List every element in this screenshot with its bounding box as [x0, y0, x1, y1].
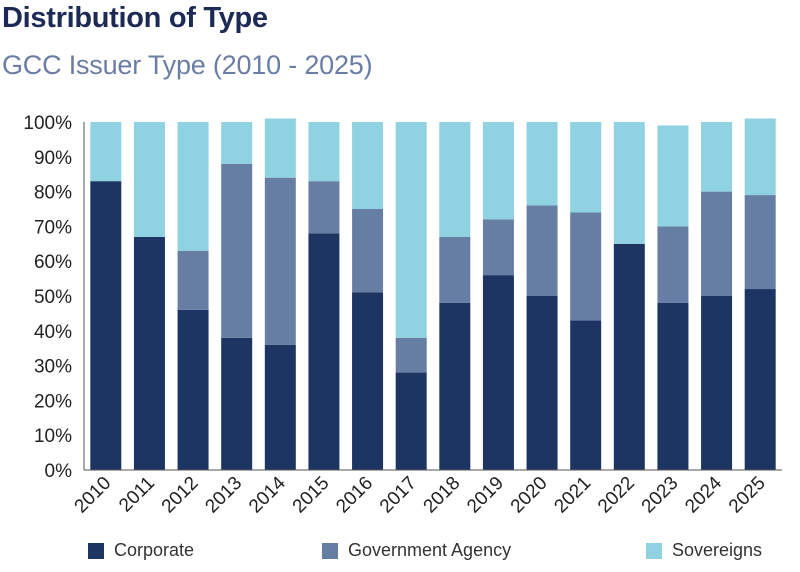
bar-corporate: [482, 275, 514, 470]
bar-corporate: [395, 372, 427, 470]
legend-item-government-agency: Government Agency: [322, 540, 511, 561]
legend-swatch-corporate: [88, 542, 104, 559]
legend-swatch-government-agency: [322, 542, 338, 559]
bar-sovereigns: [133, 122, 165, 237]
bar-corporate: [744, 289, 776, 470]
y-tick-label: 30%: [34, 357, 72, 378]
y-tick-label: 90%: [34, 148, 72, 169]
bar-sovereigns: [264, 118, 296, 178]
legend-label-corporate: Corporate: [114, 540, 195, 560]
legend-item-corporate: Corporate: [88, 540, 194, 561]
bar-sovereigns: [570, 122, 602, 213]
x-tick-label: 2024: [681, 472, 726, 517]
bar-corporate: [177, 309, 209, 470]
bar-sovereigns: [90, 122, 122, 182]
bar-corporate: [439, 302, 471, 470]
y-tick-label: 40%: [34, 322, 72, 343]
bar-corporate: [352, 292, 384, 470]
x-tick-label: 2018: [420, 473, 465, 518]
bar-corporate: [570, 320, 602, 470]
bar-government-agency: [701, 191, 733, 296]
legend-label-government-agency: Government Agency: [348, 540, 512, 560]
bar-government-agency: [482, 219, 514, 276]
x-tick-label: 2014: [245, 472, 290, 517]
bar-sovereigns: [744, 118, 776, 196]
bar-sovereigns: [613, 122, 645, 244]
chart-subtitle: GCC Issuer Type (2010 - 2025): [2, 50, 373, 80]
y-tick-label: 0%: [45, 461, 73, 482]
bar-corporate: [657, 302, 689, 470]
y-tick-label: 20%: [34, 391, 72, 412]
x-tick-label: 2016: [332, 473, 377, 518]
legend-swatch-sovereigns: [646, 542, 662, 559]
bar-government-agency: [526, 205, 558, 296]
bar-sovereigns: [308, 122, 340, 182]
y-tick-label: 70%: [34, 217, 72, 238]
bar-sovereigns: [395, 122, 427, 338]
y-tick-label: 100%: [23, 113, 72, 134]
y-tick-label: 80%: [34, 183, 72, 204]
bar-government-agency: [177, 250, 209, 310]
x-tick-label: 2022: [594, 473, 639, 518]
x-tick-label: 2011: [115, 473, 159, 517]
y-tick-label: 50%: [34, 287, 72, 308]
bar-government-agency: [308, 181, 340, 234]
bar-corporate: [701, 296, 733, 470]
bar-government-agency: [439, 236, 471, 303]
bar-corporate: [221, 337, 253, 470]
bar-government-agency: [264, 177, 296, 345]
y-tick-label: 10%: [34, 426, 72, 447]
bar-sovereigns: [657, 125, 689, 227]
x-tick-label: 2017: [376, 473, 421, 518]
chart-legend: Corporate Government Agency Sovereigns: [0, 540, 800, 568]
bar-government-agency: [570, 212, 602, 321]
bar-sovereigns: [526, 122, 558, 206]
bar-sovereigns: [352, 122, 384, 209]
bar-government-agency: [657, 226, 689, 303]
bar-government-agency: [221, 163, 253, 338]
x-tick-label: 2012: [158, 473, 203, 518]
chart-title: Distribution of Type: [2, 2, 268, 34]
bar-sovereigns: [482, 122, 514, 220]
bar-sovereigns: [221, 122, 253, 164]
x-tick-label: 2023: [638, 473, 683, 518]
bar-government-agency: [352, 209, 384, 293]
bar-sovereigns: [701, 122, 733, 192]
bar-corporate: [308, 233, 340, 470]
bar-corporate: [613, 243, 645, 470]
x-tick-label: 2019: [463, 473, 508, 518]
legend-label-sovereigns: Sovereigns: [672, 540, 763, 560]
bar-corporate: [526, 296, 558, 470]
x-tick-label: 2013: [201, 473, 246, 518]
bar-government-agency: [395, 337, 427, 373]
bar-sovereigns: [177, 122, 209, 251]
legend-item-sovereigns: Sovereigns: [646, 540, 762, 561]
bar-corporate: [133, 236, 165, 470]
x-tick-label: 2025: [725, 473, 770, 518]
bar-government-agency: [744, 195, 776, 290]
bar-sovereigns: [439, 122, 471, 237]
bar-corporate: [264, 344, 296, 470]
x-tick-label: 2015: [289, 473, 334, 518]
y-tick-label: 60%: [34, 252, 72, 273]
bar-corporate: [90, 181, 122, 470]
x-tick-label: 2021: [550, 473, 595, 518]
stacked-bar-chart: 0%10%20%30%40%50%60%70%80%90%100%2010 201…: [23, 113, 782, 518]
x-tick-label: 2010: [71, 473, 116, 518]
x-tick-label: 2020: [507, 473, 552, 518]
